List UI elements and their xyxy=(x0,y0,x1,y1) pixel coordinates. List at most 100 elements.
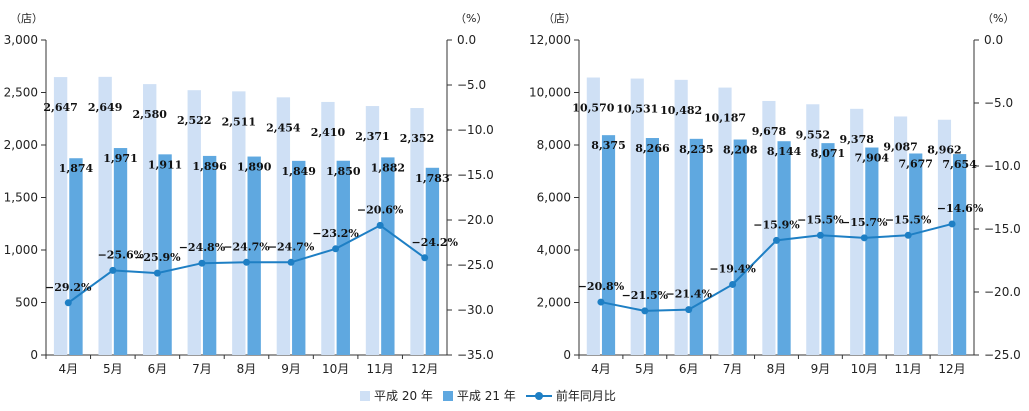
line-label-series3: −23.2% xyxy=(312,227,359,240)
bar-label-series2: 1,896 xyxy=(192,160,227,173)
bar-label-series2: 1,849 xyxy=(282,165,316,178)
right-tick-label: −5.0 xyxy=(457,78,486,92)
line-label-series3: −15.5% xyxy=(885,213,932,226)
bar-series1 xyxy=(850,108,864,355)
bar-series1 xyxy=(321,101,335,355)
bar-label-series2: 8,375 xyxy=(591,139,625,152)
line-point-series3 xyxy=(685,306,693,314)
bar-label-series1: 9,378 xyxy=(839,133,874,146)
bar-series2 xyxy=(425,167,440,355)
right-tick-label: −10.0 xyxy=(984,159,1021,173)
left-axis-unit: （店） xyxy=(10,11,43,25)
right-tick-label: 0.0 xyxy=(457,33,476,47)
line-label-series3: −20.8% xyxy=(578,280,625,293)
line-point-series3 xyxy=(198,259,206,267)
right-tick-label: −5.0 xyxy=(984,96,1013,110)
bar-label-series2: 8,208 xyxy=(723,144,758,157)
bar-series2 xyxy=(601,135,616,355)
bar-label-series1: 9,087 xyxy=(883,140,917,153)
legend-label-series2: 平成 21 年 xyxy=(456,389,516,403)
line-label-series3: −15.5% xyxy=(797,213,844,226)
left-tick-label: 4,000 xyxy=(537,243,571,257)
bar-series2 xyxy=(689,138,703,355)
right-tick-label: −20.0 xyxy=(984,285,1021,299)
x-tick-label: 10月 xyxy=(322,362,349,376)
bar-label-series2: 7,677 xyxy=(899,157,933,170)
bar-series2 xyxy=(202,155,217,355)
bar-label-series1: 10,531 xyxy=(616,103,658,116)
line-point-series3 xyxy=(597,298,605,306)
bar-series2 xyxy=(158,154,172,355)
left-tick-label: 0 xyxy=(563,348,571,362)
bar-series1 xyxy=(98,76,112,355)
bar-series1 xyxy=(806,104,820,355)
left-tick-label: 2,000 xyxy=(4,138,38,152)
bar-series2 xyxy=(336,160,350,355)
left-tick-label: 12,000 xyxy=(529,33,571,47)
bar-series2 xyxy=(247,156,261,355)
line-label-series3: −20.6% xyxy=(357,203,404,216)
bar-label-series2: 7,654 xyxy=(942,158,977,171)
line-point-series3 xyxy=(109,266,117,274)
line-point-series3 xyxy=(729,280,737,288)
bar-label-series1: 10,187 xyxy=(704,112,746,125)
right-tick-label: −35.0 xyxy=(457,348,494,362)
right-tick-label: −25.0 xyxy=(457,258,494,272)
legend-swatch-series2 xyxy=(442,390,453,401)
bar-series1 xyxy=(143,84,157,355)
bar-series1 xyxy=(762,100,776,355)
x-tick-label: 11月 xyxy=(895,362,922,376)
line-label-series3: −24.7% xyxy=(268,240,315,253)
line-point-series3 xyxy=(904,231,912,239)
right-tick-label: −20.0 xyxy=(457,213,494,227)
legend-swatch-series1 xyxy=(360,390,370,401)
bar-label-series1: 10,482 xyxy=(660,104,702,117)
bar-series2 xyxy=(113,148,128,355)
left-tick-label: 500 xyxy=(15,296,38,310)
bar-series1 xyxy=(586,77,600,355)
bar-label-series2: 1,971 xyxy=(103,152,137,165)
line-point-series3 xyxy=(773,236,780,244)
line-point-series3 xyxy=(816,231,824,239)
bar-label-series2: 1,890 xyxy=(237,161,272,174)
bar-series2 xyxy=(777,141,791,355)
bar-series2 xyxy=(733,139,747,355)
left-tick-label: 1,500 xyxy=(4,191,38,205)
bar-series1 xyxy=(674,79,688,355)
x-tick-label: 8月 xyxy=(767,362,787,376)
bar-label-series2: 8,266 xyxy=(635,142,670,155)
line-label-series3: −29.2% xyxy=(45,281,92,294)
left-tick-label: 3,000 xyxy=(4,33,38,47)
bar-label-series2: 7,904 xyxy=(855,152,890,165)
line-point-series3 xyxy=(376,221,384,229)
left-tick-label: 0 xyxy=(30,348,38,362)
bar-series2 xyxy=(821,143,835,355)
left-tick-label: 6,000 xyxy=(537,191,571,205)
bar-label-series2: 1,850 xyxy=(326,165,361,178)
line-label-series3: −14.6% xyxy=(937,202,984,215)
legend-label-series3: 前年同月比 xyxy=(555,389,616,403)
x-tick-label: 6月 xyxy=(148,362,168,376)
bar-label-series1: 9,678 xyxy=(752,125,787,138)
bar-label-series1: 2,352 xyxy=(400,132,434,145)
bar-label-series1: 8,962 xyxy=(927,144,961,157)
bar-label-series2: 8,235 xyxy=(679,143,713,156)
legend-line-marker-icon xyxy=(525,391,552,401)
x-tick-label: 6月 xyxy=(679,362,699,376)
x-tick-label: 4月 xyxy=(591,362,611,376)
left-tick-label: 2,000 xyxy=(537,296,571,310)
right-tick-label: −30.0 xyxy=(457,303,494,317)
right-axis-unit: （%） xyxy=(982,12,1014,25)
bar-series1 xyxy=(410,108,424,355)
line-point-series3 xyxy=(153,269,161,277)
legend-item-series2: 平成 21 年 xyxy=(442,387,516,404)
line-label-series3: −24.8% xyxy=(179,241,226,254)
x-tick-label: 9月 xyxy=(811,362,831,376)
line-point-series3 xyxy=(641,307,649,315)
bar-label-series2: 1,874 xyxy=(59,162,94,175)
bar-label-series1: 9,552 xyxy=(796,128,830,141)
bar-label-series2: 1,911 xyxy=(148,158,182,171)
x-tick-label: 5月 xyxy=(103,362,123,376)
line-point-series3 xyxy=(64,299,72,307)
